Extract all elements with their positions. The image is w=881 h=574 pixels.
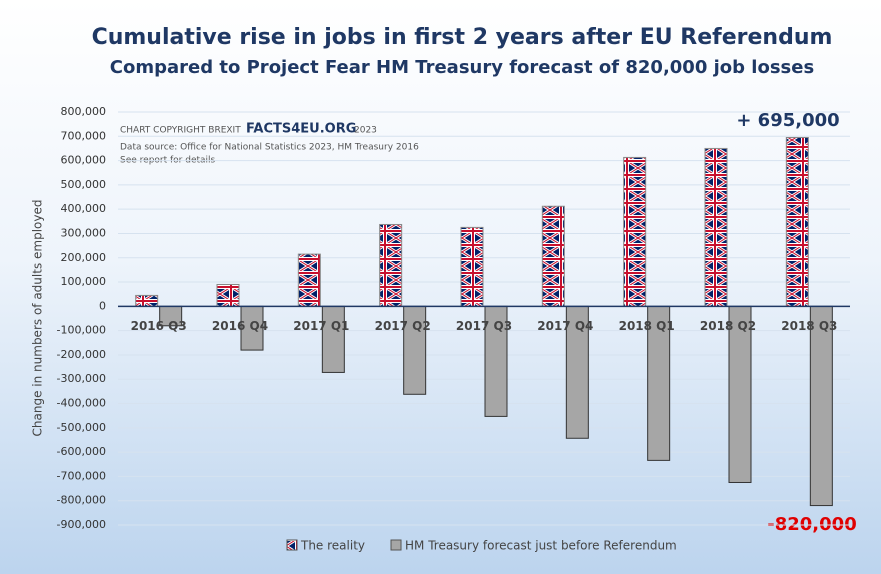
y-tick-label: -200,000 [57,348,106,361]
y-tick-label: 300,000 [61,226,107,239]
chart-subtitle: Compared to Project Fear HM Treasury for… [110,57,814,78]
y-tick-label: -800,000 [57,494,106,507]
y-tick-label: 600,000 [61,154,107,167]
y-tick-label: -500,000 [57,421,106,434]
x-tick-label: 2018 Q2 [700,319,756,333]
y-tick-label: -400,000 [57,397,106,410]
x-tick-label: 2017 Q1 [293,319,349,333]
x-tick-label: 2017 Q3 [456,319,512,333]
bar [809,305,833,507]
copyright: CHART COPYRIGHT BREXIT [120,126,241,136]
y-tick-label: 700,000 [61,129,107,142]
legend-label: The reality [300,539,365,553]
y-tick-label: -300,000 [57,372,106,385]
bar [785,137,809,307]
x-tick-label: 2017 Q2 [375,319,431,333]
y-tick-label: 400,000 [61,202,107,215]
x-tick-label: 2016 Q4 [212,319,268,333]
x-tick-label: 2018 Q1 [619,319,675,333]
bar [297,253,321,307]
y-axis-label: Change in numbers of adults employed [31,200,45,437]
y-tick-label: -100,000 [57,324,106,337]
bar [541,205,565,307]
bar [704,147,728,307]
legend-swatch [286,539,298,551]
bar [216,283,240,307]
legend-swatch [390,539,402,551]
source: Data source: Office for National Statist… [120,143,419,153]
x-tick-label: 2017 Q4 [537,319,593,333]
annotation-max: + 695,000 [736,110,839,131]
y-tick-label: 500,000 [61,178,107,191]
y-tick-label: -600,000 [57,445,106,458]
bar [623,156,647,307]
copyright-year: 2023 [354,126,377,136]
y-tick-label: 800,000 [61,105,107,118]
x-tick-label: 2016 Q3 [131,319,187,333]
legend-label: HM Treasury forecast just before Referen… [405,539,677,553]
y-tick-label: -700,000 [57,469,106,482]
bar [135,294,159,307]
bar [460,226,484,307]
y-tick-label: 100,000 [61,275,107,288]
copyright-site: FACTS4EU.ORG [246,122,356,137]
chart-title: Cumulative rise in jobs in first 2 years… [92,25,833,50]
y-tick-label: 200,000 [61,251,107,264]
bar [321,305,345,373]
x-tick-label: 2018 Q3 [781,319,837,333]
y-tick-label: 0 [99,299,106,312]
y-tick-label: -900,000 [57,518,106,531]
bar [379,223,403,307]
